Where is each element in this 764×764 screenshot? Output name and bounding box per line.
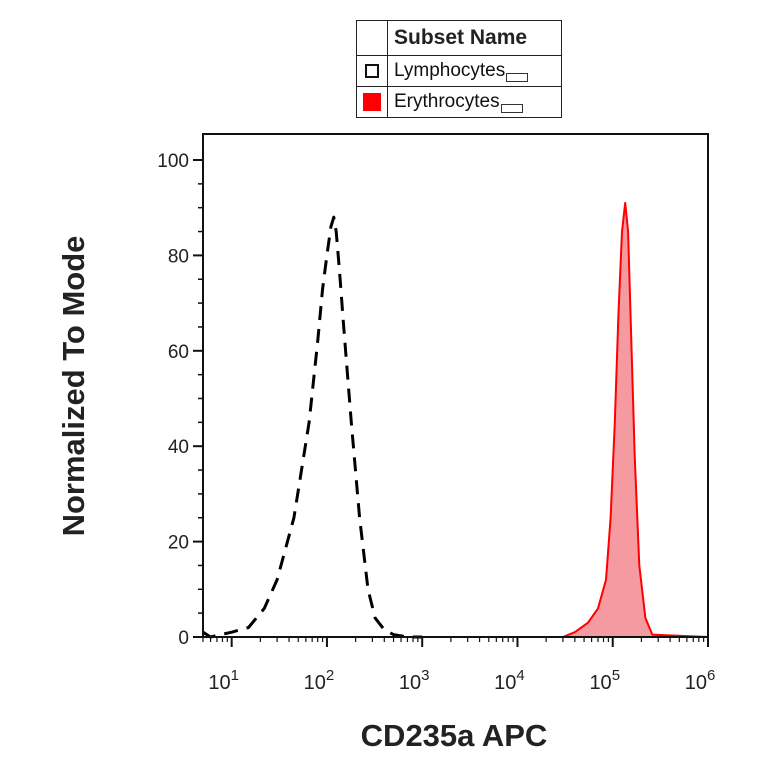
x-tick-label: 104 <box>494 667 525 694</box>
legend-stub-icon <box>506 73 529 82</box>
legend-stub-icon <box>500 104 523 113</box>
legend-label-lymphocytes: Lymphocytes <box>394 60 506 81</box>
y-tick-label: 80 <box>168 246 189 267</box>
y-tick-label: 20 <box>168 533 189 554</box>
legend-swatch-lymphocytes <box>365 63 379 78</box>
plot-frame <box>202 133 709 638</box>
series-fill-erythrocytes <box>203 202 708 637</box>
y-tick-label: 40 <box>168 437 189 458</box>
axes: 0 20 40 60 80 100 101 102 103 104 105 106 <box>157 133 716 694</box>
y-tick-label: 100 <box>157 151 189 172</box>
x-tick-label: 101 <box>208 667 239 694</box>
y-tick-label: 0 <box>178 628 189 649</box>
plot-area <box>202 201 709 639</box>
series-line-erythrocytes <box>203 201 709 638</box>
legend-swatch-erythrocytes <box>363 92 381 111</box>
series-line-lymphocytes <box>202 215 423 639</box>
x-axis-label: CD235a APC <box>361 718 548 753</box>
legend-label-erythrocytes: Erythrocytes <box>394 91 500 112</box>
x-tick-label: 103 <box>399 667 430 694</box>
y-tick-label: 60 <box>168 342 189 363</box>
x-tick-label: 102 <box>304 667 335 694</box>
legend-row-erythrocytes: Erythrocytes <box>356 86 562 118</box>
y-axis-label: Normalized To Mode <box>56 236 91 537</box>
x-tick-label: 106 <box>685 667 716 694</box>
legend-table: Subset Name Lymphocytes Erythrocytes <box>356 20 562 118</box>
x-tick-label: 105 <box>589 667 620 694</box>
